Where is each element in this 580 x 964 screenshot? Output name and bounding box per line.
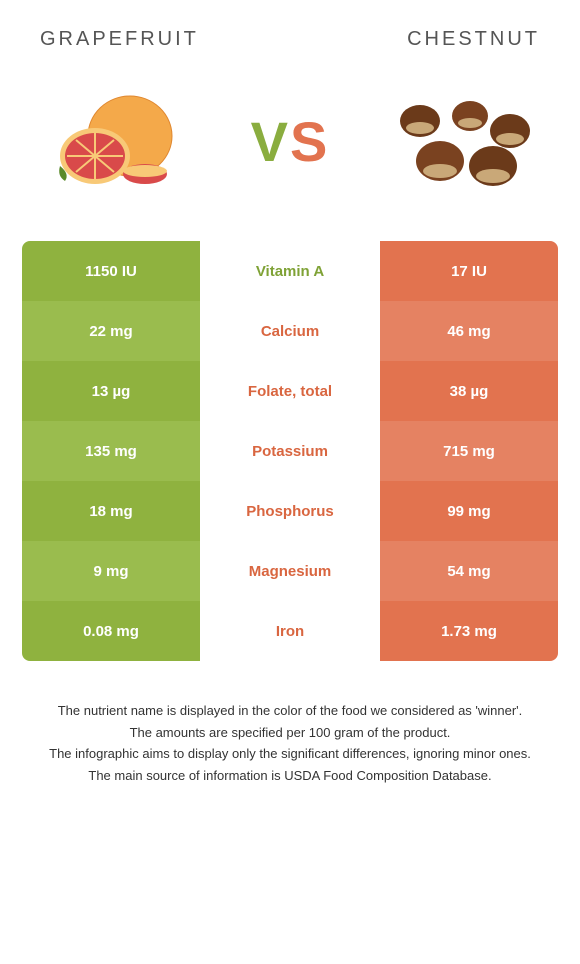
value-right: 17 IU — [380, 241, 558, 301]
nutrient-name: Phosphorus — [200, 481, 380, 541]
value-left: 9 mg — [22, 541, 200, 601]
footnote-line: The infographic aims to display only the… — [20, 744, 560, 764]
footnote-line: The nutrient name is displayed in the co… — [20, 701, 560, 721]
food-left-title: GRAPEFRUIT — [40, 28, 199, 51]
table-row: 18 mgPhosphorus99 mg — [22, 481, 558, 541]
table-row: 135 mgPotassium715 mg — [22, 421, 558, 481]
nutrient-name: Potassium — [200, 421, 380, 481]
nutrient-name: Folate, total — [200, 361, 380, 421]
header: GRAPEFRUIT CHESTNUT — [0, 0, 580, 61]
food-right-title: CHESTNUT — [407, 28, 540, 51]
table-row: 1150 IUVitamin A17 IU — [22, 241, 558, 301]
footnote-line: The main source of information is USDA F… — [20, 766, 560, 786]
chestnut-image — [370, 81, 550, 201]
value-left: 13 µg — [22, 361, 200, 421]
value-left: 0.08 mg — [22, 601, 200, 661]
table-row: 9 mgMagnesium54 mg — [22, 541, 558, 601]
value-right: 1.73 mg — [380, 601, 558, 661]
value-right: 715 mg — [380, 421, 558, 481]
nutrient-name: Iron — [200, 601, 380, 661]
value-left: 1150 IU — [22, 241, 200, 301]
value-left: 135 mg — [22, 421, 200, 481]
nutrient-name: Magnesium — [200, 541, 380, 601]
value-right: 99 mg — [380, 481, 558, 541]
value-right: 38 µg — [380, 361, 558, 421]
vs-label: VS — [251, 109, 330, 174]
nutrient-name: Vitamin A — [200, 241, 380, 301]
footnote-line: The amounts are specified per 100 gram o… — [20, 723, 560, 743]
footnotes: The nutrient name is displayed in the co… — [0, 661, 580, 785]
vs-v: V — [251, 110, 290, 173]
table-row: 13 µgFolate, total38 µg — [22, 361, 558, 421]
vs-row: VS — [0, 61, 580, 241]
table-row: 22 mgCalcium46 mg — [22, 301, 558, 361]
nutrient-name: Calcium — [200, 301, 380, 361]
value-right: 46 mg — [380, 301, 558, 361]
vs-s: S — [290, 110, 329, 173]
grapefruit-image — [30, 81, 210, 201]
nutrient-table: 1150 IUVitamin A17 IU22 mgCalcium46 mg13… — [22, 241, 558, 661]
value-left: 18 mg — [22, 481, 200, 541]
value-right: 54 mg — [380, 541, 558, 601]
value-left: 22 mg — [22, 301, 200, 361]
table-row: 0.08 mgIron1.73 mg — [22, 601, 558, 661]
